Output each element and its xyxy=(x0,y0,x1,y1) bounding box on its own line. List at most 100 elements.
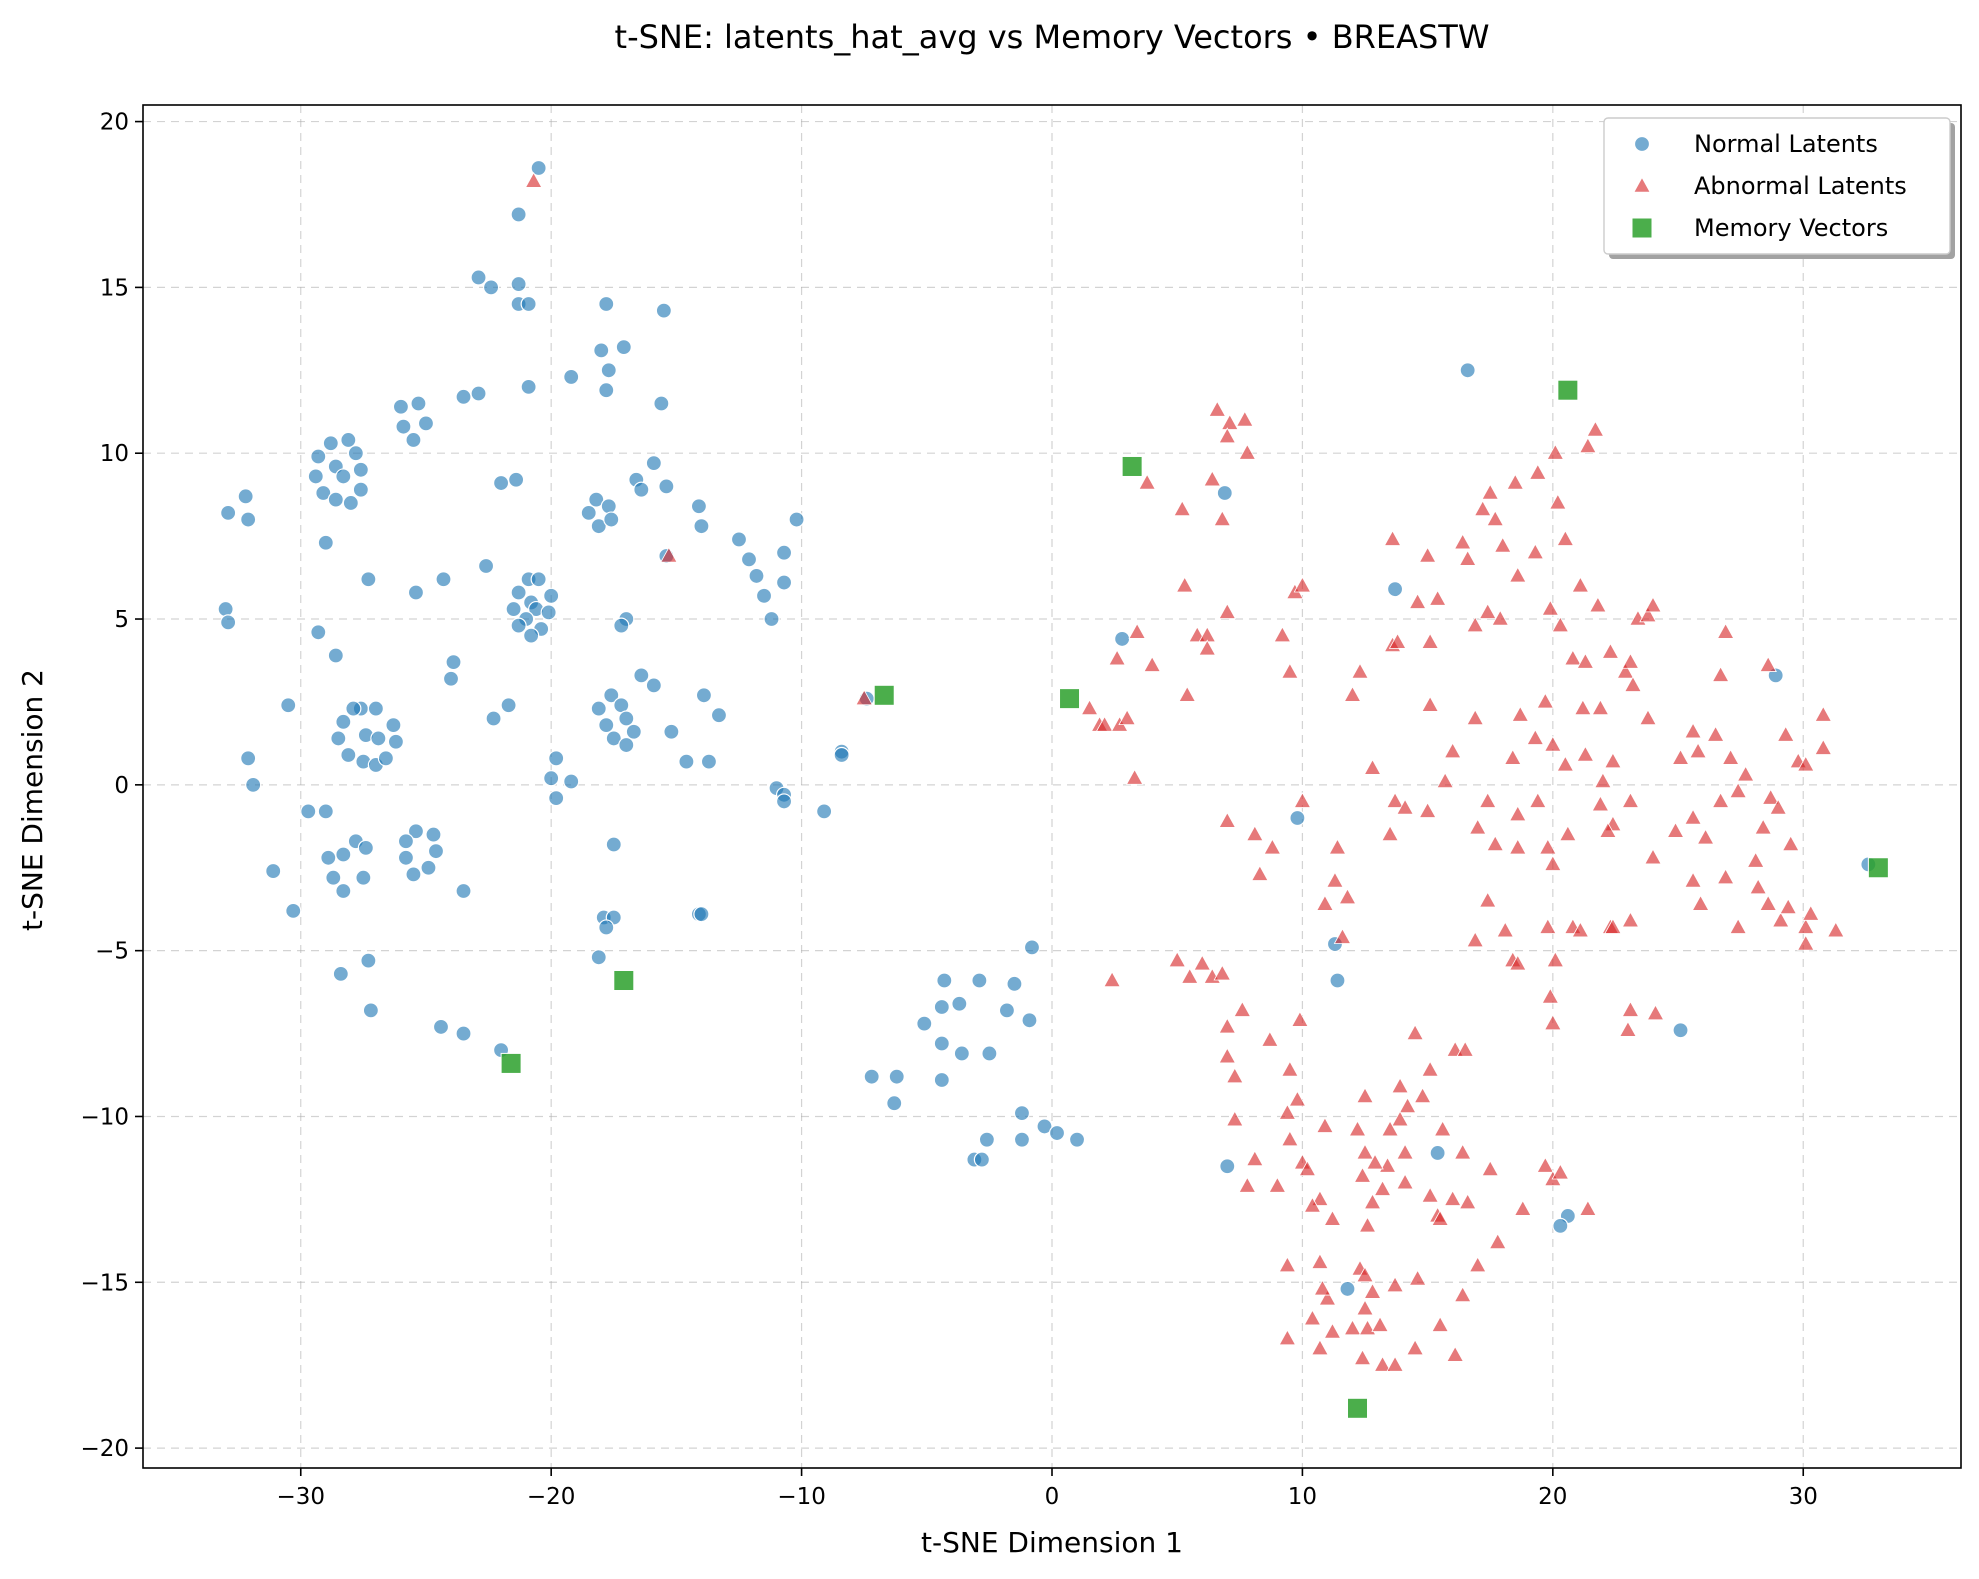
normal-latent-point xyxy=(1552,1217,1569,1235)
normal-latent-point xyxy=(1114,630,1131,648)
abnormal-latent-point xyxy=(1291,1010,1309,1027)
normal-latent-point xyxy=(355,869,372,886)
abnormal-latent-point xyxy=(1556,755,1575,772)
abnormal-latent-point xyxy=(1198,639,1217,656)
normal-latent-point xyxy=(605,730,622,747)
normal-latent-point xyxy=(888,1068,905,1085)
normal-latent-point xyxy=(510,617,527,634)
memory-vector-point xyxy=(1557,379,1579,401)
abnormal-latent-point xyxy=(1579,437,1597,454)
abnormal-latent-point xyxy=(1544,1014,1562,1031)
normal-latent-point xyxy=(395,418,412,435)
abnormal-latent-point xyxy=(1796,934,1815,951)
normal-latent-point xyxy=(615,338,632,356)
normal-latent-point xyxy=(357,839,374,856)
legend-box xyxy=(1603,117,1951,255)
y-tick-label: −20 xyxy=(80,1436,129,1462)
x-tick-label: 30 xyxy=(1789,1484,1818,1510)
abnormal-latent-point xyxy=(1621,1001,1640,1017)
abnormal-latent-point xyxy=(1396,1143,1414,1160)
abnormal-latent-point xyxy=(1466,709,1484,726)
abnormal-latent-point xyxy=(1343,1319,1362,1336)
y-tick-label: 15 xyxy=(100,275,129,301)
abnormal-latent-point xyxy=(1408,1269,1427,1286)
normal-latent-point xyxy=(510,206,527,223)
normal-latent-point xyxy=(265,862,282,880)
normal-latent-point xyxy=(425,826,442,843)
abnormal-latent-point xyxy=(1576,652,1595,669)
normal-latent-point xyxy=(936,972,953,989)
abnormal-latent-point xyxy=(1168,951,1186,968)
abnormal-latent-point xyxy=(1428,589,1447,606)
y-tick-label: −15 xyxy=(80,1270,129,1296)
abnormal-latent-point xyxy=(1491,609,1509,626)
abnormal-latent-point xyxy=(1421,632,1439,649)
normal-latent-point xyxy=(1386,581,1404,598)
normal-latent-point xyxy=(763,610,780,628)
normal-latent-point xyxy=(397,833,415,850)
abnormal-latent-point xyxy=(1333,928,1352,944)
abnormal-latent-point xyxy=(1338,888,1357,905)
normal-latent-point xyxy=(933,998,950,1016)
abnormal-latent-point xyxy=(1468,818,1487,835)
normal-latent-point xyxy=(500,697,517,714)
normal-latent-point xyxy=(307,468,324,485)
normal-latent-point xyxy=(220,504,237,522)
abnormal-latent-point xyxy=(1406,1024,1424,1041)
legend-label: Memory Vectors xyxy=(1694,214,1888,242)
abnormal-latent-point xyxy=(1453,1143,1472,1160)
abnormal-latent-point xyxy=(1238,443,1257,460)
abnormal-latent-point xyxy=(1546,443,1565,460)
abnormal-latent-point xyxy=(1621,911,1640,928)
normal-latent-point xyxy=(663,723,680,740)
x-tick-label: 20 xyxy=(1538,1484,1567,1510)
normal-latent-point xyxy=(605,836,622,853)
abnormal-latent-point xyxy=(1391,1077,1409,1094)
normal-latent-point xyxy=(693,906,710,923)
abnormal-latent-point xyxy=(1776,725,1795,742)
abnormal-latent-point xyxy=(1383,530,1402,546)
normal-latent-point xyxy=(700,753,718,770)
abnormal-latent-point xyxy=(1316,894,1334,911)
abnormal-latent-point xyxy=(1391,1110,1409,1127)
normal-latent-point xyxy=(1013,1105,1031,1122)
y-axis-ticks: −20 −15 −10 −5 0 5 10 15 20 xyxy=(80,110,143,1462)
normal-latent-point xyxy=(603,511,620,528)
normal-latent-point xyxy=(322,435,339,452)
normal-latent-point xyxy=(310,448,327,465)
normal-latent-point xyxy=(317,534,334,551)
abnormal-latent-point xyxy=(1769,798,1787,815)
abnormal-latent-point xyxy=(1080,699,1099,716)
abnormal-latent-point xyxy=(1173,500,1191,517)
abnormal-latent-point xyxy=(1311,1190,1329,1206)
abnormal-latent-point xyxy=(1363,1282,1382,1299)
abnormal-latent-point xyxy=(1621,652,1640,669)
normal-latent-point xyxy=(730,531,748,548)
normal-latent-point xyxy=(755,587,773,604)
abnormal-latent-point xyxy=(1544,735,1562,752)
normal-latent-point xyxy=(593,342,610,359)
abnormal-latent-point xyxy=(1218,603,1237,619)
memory-vector-point xyxy=(613,970,635,992)
normal-latent-point xyxy=(981,1045,998,1062)
abnormal-latent-point xyxy=(1433,1120,1452,1137)
abnormal-latent-point xyxy=(1691,894,1710,911)
normal-latent-point xyxy=(332,965,349,982)
normal-latent-point xyxy=(598,295,615,313)
normal-latent-point xyxy=(455,388,472,405)
abnormal-latent-point xyxy=(1418,546,1437,563)
abnormal-latent-point xyxy=(1398,1097,1417,1114)
normal-latent-point xyxy=(327,647,344,664)
abnormal-latent-point xyxy=(1293,576,1312,593)
abnormal-latent-point xyxy=(1639,606,1657,623)
normal-latent-point xyxy=(548,750,565,767)
abnormal-latent-point xyxy=(1466,616,1484,633)
normal-latent-point xyxy=(953,1045,970,1062)
normal-latent-point xyxy=(217,600,234,618)
normal-latent-point xyxy=(335,882,352,900)
abnormal-latent-point xyxy=(1396,798,1414,815)
normal-latent-point xyxy=(320,849,337,866)
abnormal-latent-point xyxy=(1526,729,1545,745)
normal-latent-point xyxy=(543,587,560,604)
abnormal-latent-point xyxy=(1313,1279,1332,1296)
